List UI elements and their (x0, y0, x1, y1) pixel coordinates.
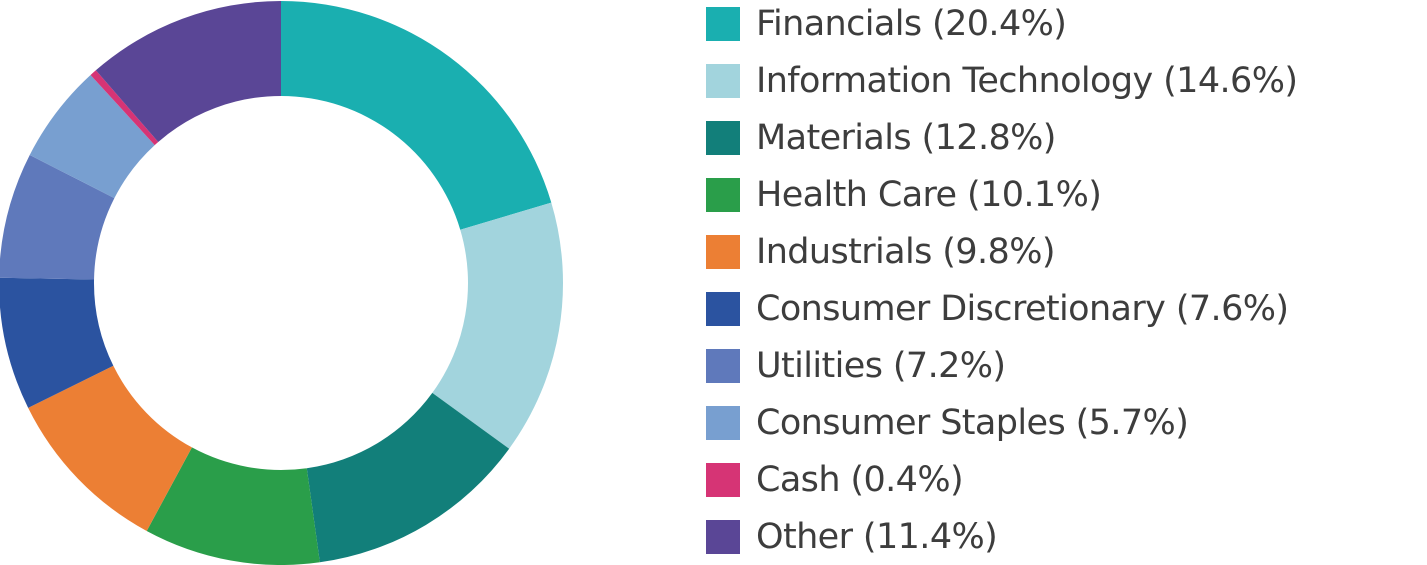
legend-swatch (706, 178, 740, 212)
legend-label: Utilities (7.2%) (756, 346, 1006, 386)
legend-swatch (706, 7, 740, 41)
donut-chart (0, 1, 563, 565)
donut-slice-9 (95, 1, 281, 142)
legend-item: Consumer Discretionary (7.6%) (706, 289, 1289, 329)
legend-item: Industrials (9.8%) (706, 232, 1056, 272)
legend-label: Materials (12.8%) (756, 118, 1056, 158)
legend-item: Information Technology (14.6%) (706, 61, 1298, 101)
legend-label: Health Care (10.1%) (756, 175, 1102, 215)
legend-label: Information Technology (14.6%) (756, 61, 1298, 101)
legend-item: Financials (20.4%) (706, 4, 1067, 44)
legend-swatch (706, 406, 740, 440)
legend-swatch (706, 121, 740, 155)
donut-slices (0, 1, 563, 565)
donut-slice-7 (29, 75, 155, 199)
legend-item: Materials (12.8%) (706, 118, 1056, 158)
legend-swatch (706, 64, 740, 98)
legend-swatch (706, 463, 740, 497)
legend-item: Cash (0.4%) (706, 460, 964, 500)
legend-label: Financials (20.4%) (756, 4, 1067, 44)
legend-label: Consumer Staples (5.7%) (756, 403, 1189, 443)
donut-slice-3 (146, 447, 320, 565)
legend-label: Consumer Discretionary (7.6%) (756, 289, 1289, 329)
legend-swatch (706, 520, 740, 554)
donut-slice-0 (281, 1, 552, 230)
donut-slice-8 (90, 70, 159, 146)
legend-item: Utilities (7.2%) (706, 346, 1006, 386)
legend-label: Industrials (9.8%) (756, 232, 1056, 272)
donut-slice-6 (0, 154, 115, 280)
legend-label: Other (11.4%) (756, 517, 998, 557)
donut-slice-4 (28, 365, 192, 531)
legend-swatch (706, 349, 740, 383)
legend-item: Health Care (10.1%) (706, 175, 1102, 215)
donut-slice-2 (306, 392, 510, 563)
legend-label: Cash (0.4%) (756, 460, 964, 500)
donut-slice-5 (0, 277, 114, 408)
donut-slice-1 (432, 202, 563, 449)
legend-item: Consumer Staples (5.7%) (706, 403, 1189, 443)
legend-swatch (706, 235, 740, 269)
legend-swatch (706, 292, 740, 326)
legend-item: Other (11.4%) (706, 517, 998, 557)
